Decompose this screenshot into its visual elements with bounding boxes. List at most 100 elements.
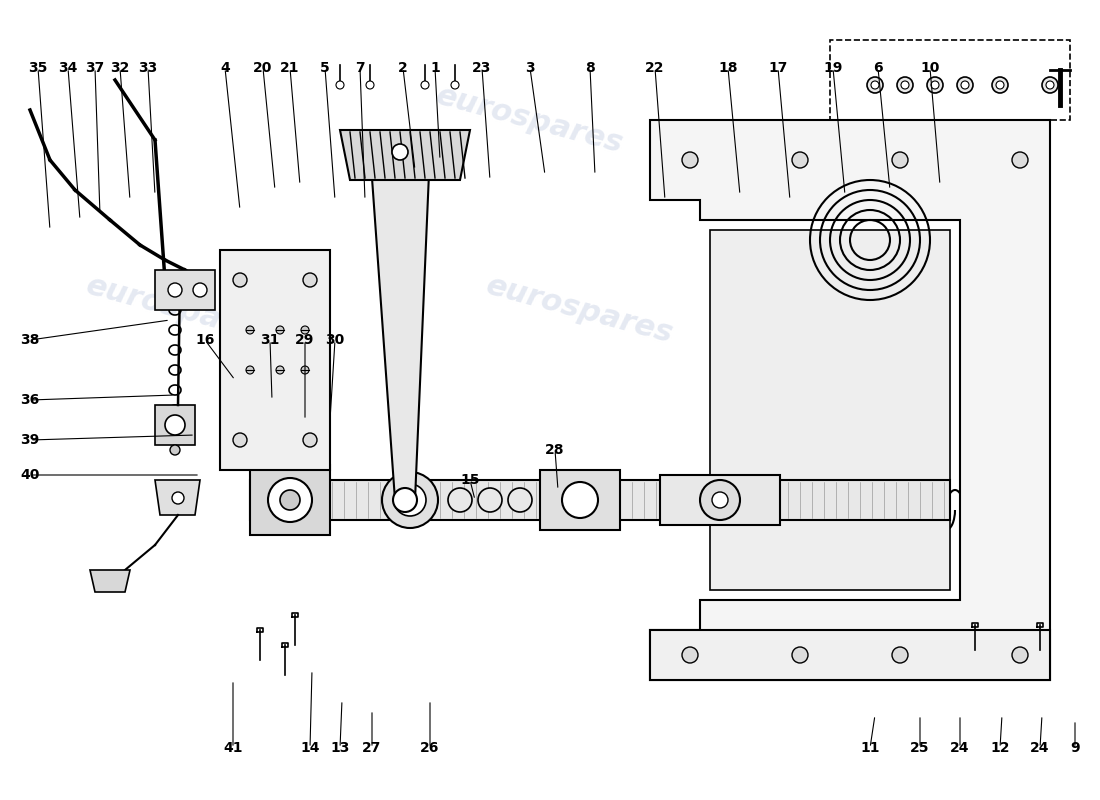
Circle shape — [421, 81, 429, 89]
Circle shape — [366, 81, 374, 89]
Circle shape — [233, 433, 248, 447]
Bar — [710, 230, 950, 590]
Text: 17: 17 — [768, 61, 788, 75]
Circle shape — [394, 484, 426, 516]
Circle shape — [104, 577, 116, 587]
Circle shape — [382, 472, 438, 528]
Circle shape — [996, 81, 1004, 89]
Circle shape — [170, 445, 180, 455]
Text: 25: 25 — [911, 741, 930, 755]
Text: 30: 30 — [326, 333, 344, 347]
Text: 19: 19 — [823, 61, 843, 75]
Text: 18: 18 — [718, 61, 738, 75]
Text: 35: 35 — [29, 61, 47, 75]
Circle shape — [392, 144, 408, 160]
Bar — [250, 480, 950, 520]
Circle shape — [712, 492, 728, 508]
Circle shape — [268, 478, 312, 522]
Circle shape — [478, 488, 502, 512]
Text: 28: 28 — [546, 443, 564, 457]
Circle shape — [892, 152, 907, 168]
Text: 24: 24 — [950, 741, 970, 755]
Polygon shape — [90, 570, 130, 592]
Polygon shape — [340, 130, 470, 180]
Text: 31: 31 — [261, 333, 279, 347]
Circle shape — [336, 81, 344, 89]
Text: 24: 24 — [1031, 741, 1049, 755]
Circle shape — [792, 647, 808, 663]
Circle shape — [1012, 647, 1028, 663]
Circle shape — [682, 647, 698, 663]
Circle shape — [192, 283, 207, 297]
Circle shape — [1046, 81, 1054, 89]
Circle shape — [448, 488, 472, 512]
Bar — [650, 630, 1050, 680]
Text: 23: 23 — [472, 61, 492, 75]
Text: eurospares: eurospares — [754, 511, 947, 589]
Bar — [830, 40, 1070, 120]
Bar — [660, 475, 780, 525]
Circle shape — [871, 81, 879, 89]
Text: 41: 41 — [223, 741, 243, 755]
Polygon shape — [650, 120, 1050, 680]
Circle shape — [246, 366, 254, 374]
Text: 21: 21 — [280, 61, 299, 75]
Circle shape — [165, 415, 185, 435]
Text: 9: 9 — [1070, 741, 1080, 755]
Circle shape — [867, 77, 883, 93]
Text: 34: 34 — [58, 61, 78, 75]
Text: 15: 15 — [460, 473, 480, 487]
Text: 33: 33 — [139, 61, 157, 75]
Circle shape — [508, 488, 532, 512]
Text: 22: 22 — [646, 61, 664, 75]
Text: 1: 1 — [430, 61, 440, 75]
Circle shape — [301, 326, 309, 334]
Polygon shape — [155, 480, 200, 515]
Circle shape — [682, 152, 698, 168]
Circle shape — [276, 326, 284, 334]
Bar — [540, 470, 620, 530]
Text: 6: 6 — [873, 61, 883, 75]
Circle shape — [931, 81, 939, 89]
Circle shape — [1042, 77, 1058, 93]
Text: 8: 8 — [585, 61, 595, 75]
Circle shape — [301, 366, 309, 374]
Text: 14: 14 — [300, 741, 320, 755]
Circle shape — [961, 81, 969, 89]
Circle shape — [562, 482, 598, 518]
Text: 16: 16 — [196, 333, 214, 347]
Circle shape — [451, 81, 459, 89]
Text: 4: 4 — [220, 61, 230, 75]
Circle shape — [302, 433, 317, 447]
Text: 3: 3 — [525, 61, 535, 75]
Text: 38: 38 — [20, 333, 40, 347]
Polygon shape — [250, 465, 330, 535]
Text: 37: 37 — [86, 61, 104, 75]
Text: 32: 32 — [110, 61, 130, 75]
Text: 40: 40 — [20, 468, 40, 482]
Circle shape — [393, 488, 417, 512]
Circle shape — [172, 492, 184, 504]
Text: eurospares: eurospares — [433, 81, 627, 159]
Circle shape — [957, 77, 974, 93]
Text: 2: 2 — [398, 61, 408, 75]
Text: 11: 11 — [860, 741, 880, 755]
Text: 29: 29 — [295, 333, 315, 347]
Text: 36: 36 — [21, 393, 40, 407]
Bar — [155, 270, 214, 310]
Polygon shape — [155, 405, 195, 445]
Text: 10: 10 — [921, 61, 939, 75]
Circle shape — [233, 273, 248, 287]
Circle shape — [280, 490, 300, 510]
Text: 7: 7 — [355, 61, 365, 75]
Circle shape — [896, 77, 913, 93]
Circle shape — [168, 283, 182, 297]
Polygon shape — [370, 150, 430, 500]
Circle shape — [992, 77, 1008, 93]
Circle shape — [246, 326, 254, 334]
Text: 20: 20 — [253, 61, 273, 75]
Circle shape — [1012, 152, 1028, 168]
Bar — [220, 250, 330, 470]
Text: 26: 26 — [420, 741, 440, 755]
Circle shape — [892, 647, 907, 663]
